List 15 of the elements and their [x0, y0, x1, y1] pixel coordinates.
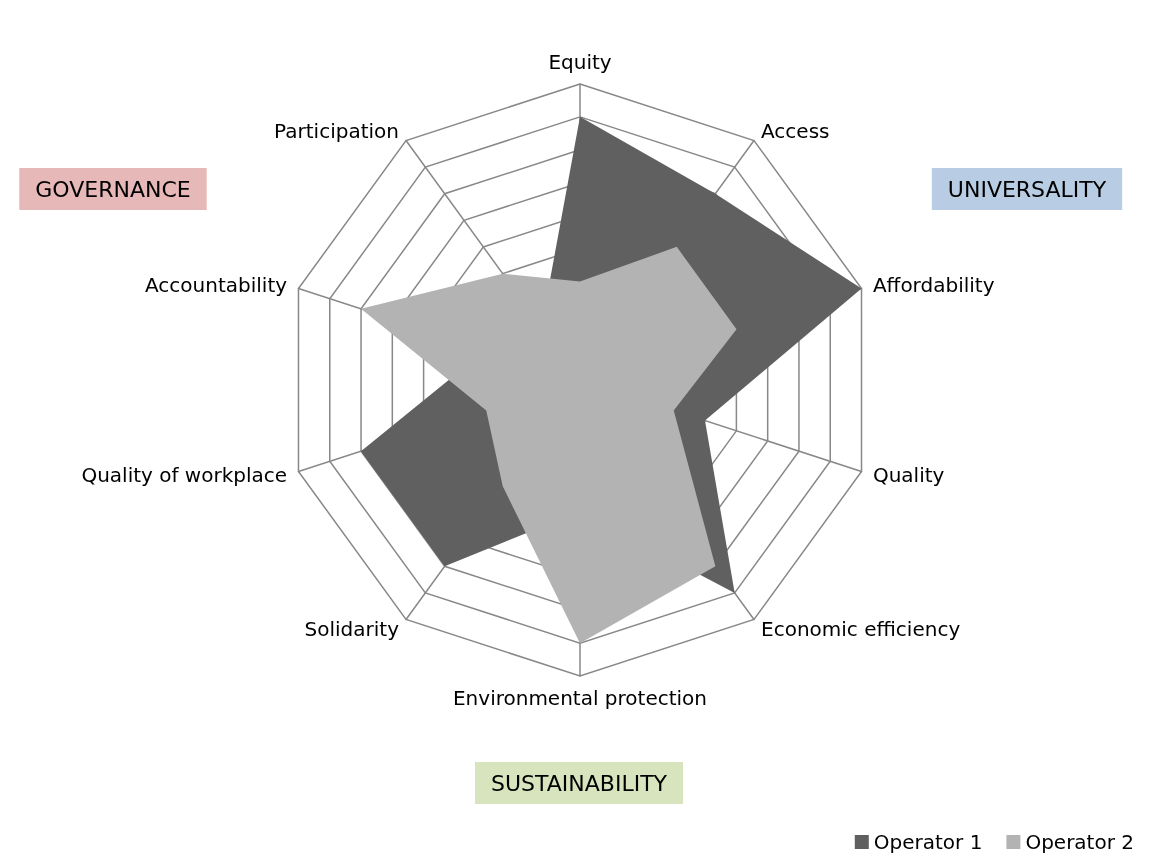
spoke-label: Quality — [872, 463, 945, 488]
spoke-label: Affordability — [872, 272, 995, 297]
legend-label: Operator 2 — [1025, 830, 1135, 854]
spoke-label: Solidarity — [304, 617, 400, 642]
text: SUSTAINABILITY — [490, 770, 668, 796]
spoke-label: Participation — [274, 118, 399, 143]
spoke-label: Access — [761, 118, 830, 143]
spoke-label: Environmental protection — [452, 686, 708, 710]
text: UNIVERSALITY — [947, 176, 1107, 202]
spoke-label: Economic efficiency — [761, 617, 961, 642]
spoke-label: Quality of workplace — [81, 463, 288, 488]
spoke-label: Equity — [548, 50, 612, 74]
legend-label: Operator 1 — [873, 830, 983, 854]
spoke-label: Accountability — [145, 272, 288, 297]
text: GOVERNANCE — [35, 176, 191, 202]
